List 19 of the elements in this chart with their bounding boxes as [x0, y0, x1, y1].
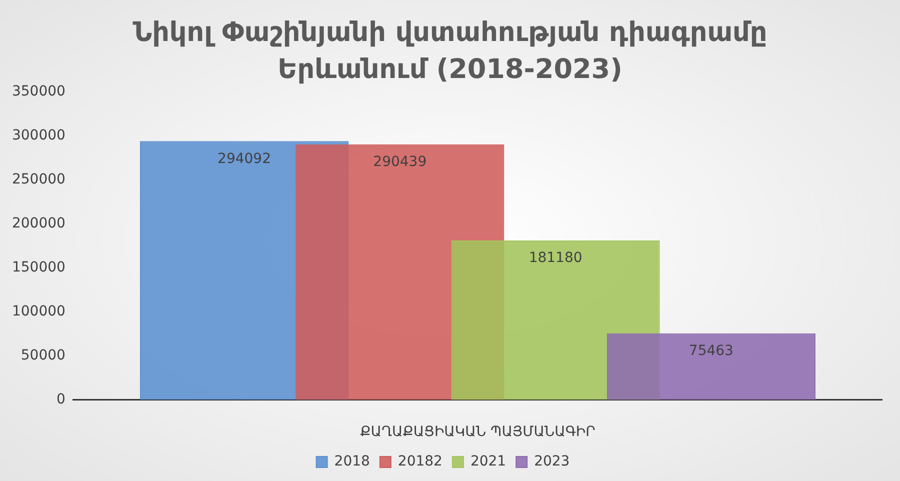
- data-label: 75463: [688, 343, 734, 360]
- x-axis-title: ՔԱՂԱՔԱՑԻԱԿԱՆ ՊԱՅՄԱՆԱԳԻՐ: [360, 424, 596, 440]
- legend-label: 2018: [334, 454, 370, 470]
- y-tick-label: 200000: [12, 216, 66, 232]
- data-label: 181180: [528, 250, 582, 266]
- y-tick-label: 0: [56, 391, 66, 408]
- y-tick-label: 100000: [12, 304, 66, 320]
- legend-label: 20182: [398, 454, 442, 470]
- legend-label: 2023: [534, 454, 570, 470]
- y-tick-label: 300000: [12, 128, 66, 144]
- data-label: 290439: [373, 154, 427, 170]
- data-label: 294092: [218, 150, 271, 167]
- y-tick-label: 50000: [20, 347, 66, 364]
- y-tick-label: 250000: [12, 172, 66, 188]
- bar: [606, 333, 816, 400]
- legend-label: 2021: [470, 454, 506, 470]
- y-tick-label: 150000: [12, 260, 66, 276]
- chart-title: Նիկոլ Փաշինյանի վստահության դիագրամը Երևանում (2018-2023): [132, 16, 768, 87]
- y-tick-label: 350000: [12, 84, 66, 100]
